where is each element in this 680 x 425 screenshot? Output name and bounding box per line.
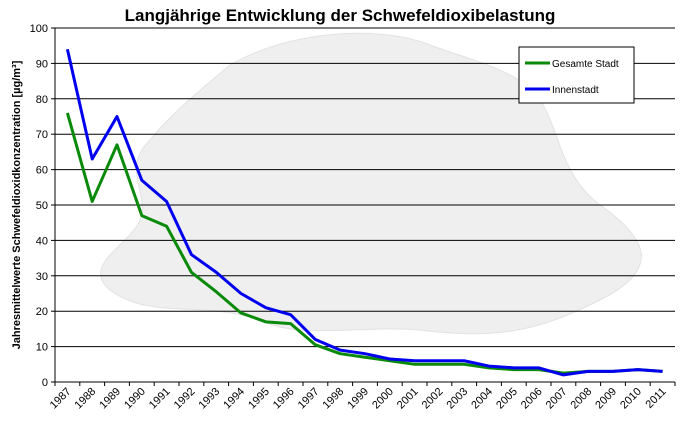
x-tick-label: 2011 (644, 386, 669, 411)
x-tick-label: 1993 (197, 386, 223, 412)
y-tick-label: 90 (36, 58, 48, 70)
x-axis-ticks: 1987 1988 1989 1990 1991 1992 1993 1994 1995 1996… (48, 382, 676, 412)
y-axis-label: Jahresmittelwerte Schwefeldioxidkonzentr… (11, 60, 23, 349)
y-tick-label: 0 (42, 377, 48, 389)
x-tick-label: 2005 (494, 386, 520, 412)
legend-label-innenstadt: Innenstadt (552, 85, 599, 96)
legend-box (518, 46, 635, 104)
x-tick-label: 1987 (48, 386, 74, 412)
y-tick-label: 70 (36, 129, 48, 141)
x-tick-label: 1996 (271, 386, 297, 412)
chart-title: Langjährige Entwicklung der Schwefeldiox… (125, 6, 556, 25)
series-lines (65, 48, 663, 377)
x-tick-label: 2010 (618, 386, 644, 412)
y-tick-label: 80 (36, 94, 48, 106)
y-axis-ticks: 0 10 20 30 40 50 60 70 80 90 100 (30, 23, 55, 389)
x-tick-label: 1999 (345, 386, 371, 412)
x-tick-label: 1995 (246, 386, 272, 412)
x-tick-label: 2004 (469, 386, 495, 412)
x-tick-label: 1994 (221, 386, 247, 412)
y-tick-label: 20 (36, 306, 48, 318)
x-tick-label: 2009 (593, 386, 619, 412)
x-tick-label: 1988 (73, 386, 99, 412)
y-tick-label: 100 (30, 23, 48, 35)
y-tick-label: 60 (36, 165, 48, 177)
y-tick-label: 30 (36, 271, 48, 283)
x-tick-label: 2000 (370, 386, 396, 412)
x-tick-label: 2008 (569, 386, 595, 412)
x-tick-label: 2002 (420, 386, 446, 412)
y-tick-label: 40 (36, 235, 48, 247)
x-tick-label: 1991 (147, 386, 173, 412)
legend-label-gesamte-stadt: Gesamte Stadt (552, 59, 619, 70)
series-line-gesamte-stadt (65, 112, 663, 375)
x-tick-label: 2001 (395, 386, 421, 412)
x-tick-label: 1990 (122, 386, 148, 412)
y-tick-label: 50 (36, 200, 48, 212)
legend: Gesamte Stadt Innenstadt (518, 46, 635, 104)
y-tick-label: 10 (36, 342, 48, 354)
x-tick-label: 1989 (97, 386, 123, 412)
x-tick-label: 1998 (321, 386, 347, 412)
x-tick-label: 1992 (172, 386, 198, 412)
x-tick-label: 2007 (544, 386, 570, 412)
x-tick-label: 2003 (445, 386, 471, 412)
series-line-innenstadt (65, 48, 663, 377)
x-tick-label: 1997 (296, 386, 322, 412)
x-tick-label: 2006 (519, 386, 545, 412)
